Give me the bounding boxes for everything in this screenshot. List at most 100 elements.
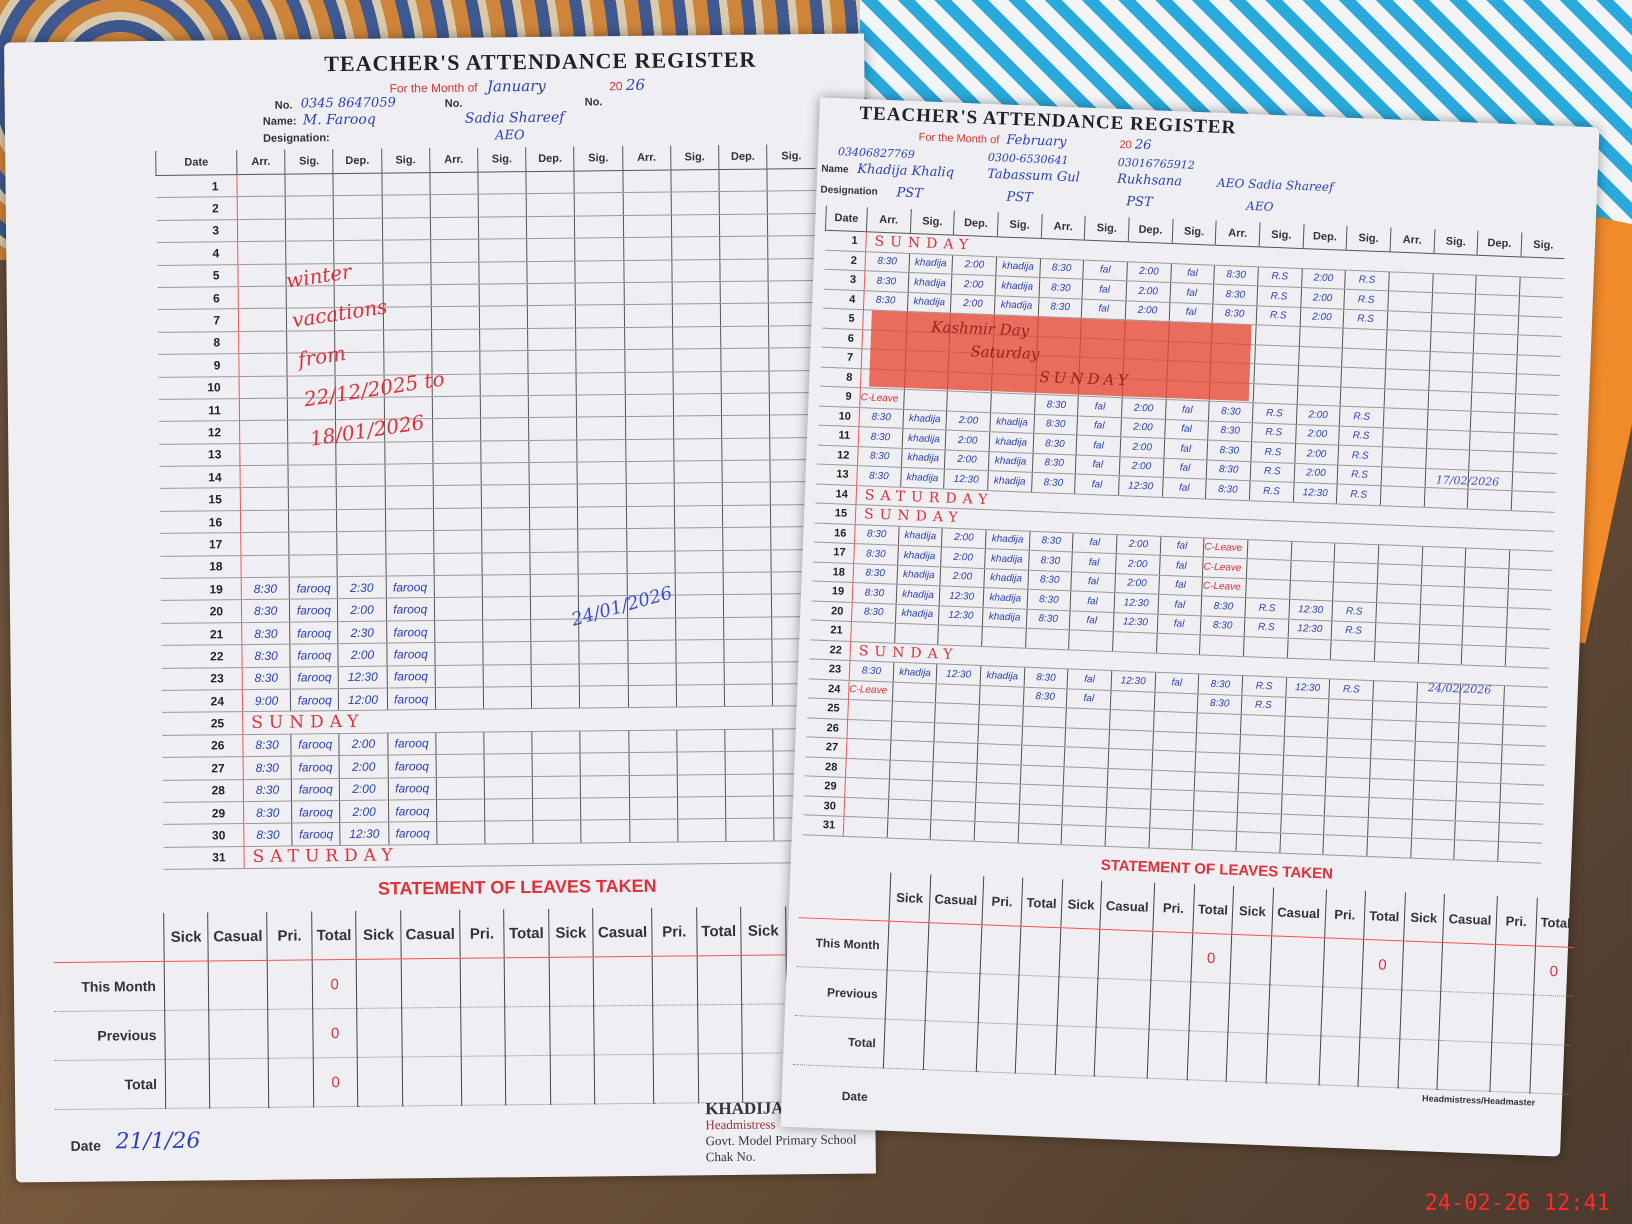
leaves-column-header: Casual bbox=[1099, 880, 1155, 932]
attendance-cell bbox=[720, 303, 769, 327]
column-header: Date bbox=[825, 205, 868, 232]
leaves-corner bbox=[53, 912, 165, 963]
attendance-cell: khadija bbox=[985, 529, 1030, 551]
attendance-cell: fal bbox=[1163, 438, 1208, 460]
aeo-signature-date-2: 24/02/2026 bbox=[1427, 681, 1492, 697]
leaves-column-header: Pri. bbox=[651, 907, 697, 957]
column-header: Arr. bbox=[866, 207, 911, 234]
attendance-cell: R.S bbox=[1252, 402, 1297, 424]
attendance-cell bbox=[528, 372, 577, 396]
attendance-cell: fal bbox=[1159, 535, 1205, 557]
attendance-cell bbox=[932, 761, 978, 783]
attendance-cell bbox=[843, 796, 889, 819]
attendance-cell bbox=[1381, 446, 1427, 468]
attendance-cell bbox=[1325, 776, 1370, 798]
attendance-cell bbox=[526, 193, 575, 217]
attendance-cell bbox=[1334, 542, 1379, 564]
attendance-cell bbox=[484, 753, 533, 777]
attendance-cell: khadija bbox=[995, 275, 1040, 297]
leaves-cell bbox=[741, 1003, 787, 1054]
attendance-cell: 8:30 bbox=[1025, 608, 1071, 630]
attendance-cell bbox=[1192, 810, 1238, 832]
date-cell: 30 bbox=[803, 795, 845, 817]
attendance-cell bbox=[1150, 789, 1195, 811]
attendance-cell bbox=[1105, 806, 1151, 829]
attendance-cell bbox=[1519, 276, 1564, 298]
attendance-cell: khadija bbox=[895, 584, 941, 606]
leaves-cell bbox=[164, 1009, 210, 1060]
attendance-cell: fal bbox=[1157, 594, 1202, 616]
attendance-cell bbox=[577, 461, 626, 485]
attendance-cell bbox=[886, 818, 932, 840]
attendance-cell: 8:30 bbox=[243, 778, 292, 802]
leaves-cell bbox=[1318, 1035, 1360, 1087]
attendance-cell: 12:30 bbox=[1110, 670, 1156, 692]
attendance-cell: fal bbox=[1164, 418, 1209, 441]
attendance-cell bbox=[1469, 430, 1515, 452]
attendance-cell bbox=[720, 348, 770, 372]
attendance-cell bbox=[529, 484, 578, 508]
attendance-cell bbox=[578, 551, 627, 575]
attendance-cell bbox=[846, 718, 892, 741]
attendance-cell bbox=[240, 532, 290, 556]
leaves-cell bbox=[357, 1007, 403, 1058]
date-cell: 20 bbox=[160, 600, 242, 624]
leaves-column-header: Pri. bbox=[1324, 889, 1366, 940]
leaves-cell bbox=[924, 971, 980, 1023]
attendance-cell bbox=[333, 195, 383, 219]
photo-timestamp: 24-02-26 12:41 bbox=[1424, 1191, 1610, 1216]
column-header: Sig. bbox=[766, 144, 816, 170]
attendance-cell bbox=[579, 663, 628, 687]
attendance-cell: 8:30 bbox=[864, 270, 909, 292]
attendance-cell bbox=[480, 395, 529, 419]
attendance-cell bbox=[1473, 333, 1518, 355]
attendance-cell bbox=[337, 553, 386, 577]
attendance-cell bbox=[1428, 370, 1473, 392]
leaves-cell bbox=[696, 955, 742, 1005]
attendance-cell bbox=[1245, 578, 1290, 600]
leaves-cell bbox=[697, 1004, 743, 1054]
attendance-cell: 8:30 bbox=[1213, 264, 1259, 286]
attendance-cell bbox=[1382, 427, 1427, 449]
attendance-cell bbox=[629, 819, 678, 843]
attendance-cell bbox=[627, 617, 676, 641]
attendance-cell bbox=[721, 415, 770, 439]
attendance-cell: 2:00 bbox=[1294, 443, 1339, 465]
attendance-cell bbox=[1468, 450, 1514, 472]
attendance-cell bbox=[981, 626, 1026, 648]
name-label: Name: bbox=[262, 115, 297, 128]
date-cell: 27 bbox=[805, 736, 847, 758]
attendance-cell: 8:30 bbox=[1028, 530, 1074, 552]
attendance-cell bbox=[1375, 602, 1421, 624]
date-cell: 3 bbox=[156, 219, 238, 243]
attendance-cell: R.S bbox=[1344, 269, 1390, 291]
attendance-cell bbox=[1474, 294, 1520, 316]
attendance-cell bbox=[1110, 690, 1155, 712]
column-header: Sig. bbox=[284, 149, 334, 175]
teacher-1-name: Khadija Khaliq bbox=[857, 161, 955, 181]
attendance-cell: 2:00 bbox=[1121, 397, 1166, 419]
attendance-cell bbox=[1151, 750, 1196, 772]
attendance-cell bbox=[990, 392, 1035, 414]
attendance-cell bbox=[768, 280, 817, 304]
attendance-cell bbox=[1148, 828, 1193, 850]
attendance-cell: R.S bbox=[1256, 305, 1301, 327]
attendance-cell bbox=[528, 350, 577, 374]
attendance-cell bbox=[288, 464, 337, 488]
date-cell: 2 bbox=[823, 249, 866, 271]
attendance-cell: 8:30 bbox=[242, 733, 292, 757]
attendance-cell bbox=[722, 460, 771, 484]
attendance-cell bbox=[1454, 820, 1500, 842]
leaves-header-row: Sick Casual Pri. Total Sick Casual Pri. Total Si… bbox=[53, 905, 889, 963]
attendance-cell bbox=[385, 508, 434, 532]
attendance-cell: farooq bbox=[289, 621, 339, 645]
attendance-cell bbox=[627, 640, 676, 664]
attendance-cell bbox=[333, 173, 382, 196]
leaves-cell: 0 bbox=[312, 1008, 358, 1058]
attendance-cell bbox=[381, 194, 431, 218]
attendance-cell: 8:30 bbox=[851, 602, 896, 624]
attendance-cell bbox=[625, 461, 675, 485]
date-label: Date bbox=[841, 1088, 869, 1104]
attendance-cell bbox=[1280, 794, 1326, 816]
attendance-cell bbox=[622, 192, 672, 216]
